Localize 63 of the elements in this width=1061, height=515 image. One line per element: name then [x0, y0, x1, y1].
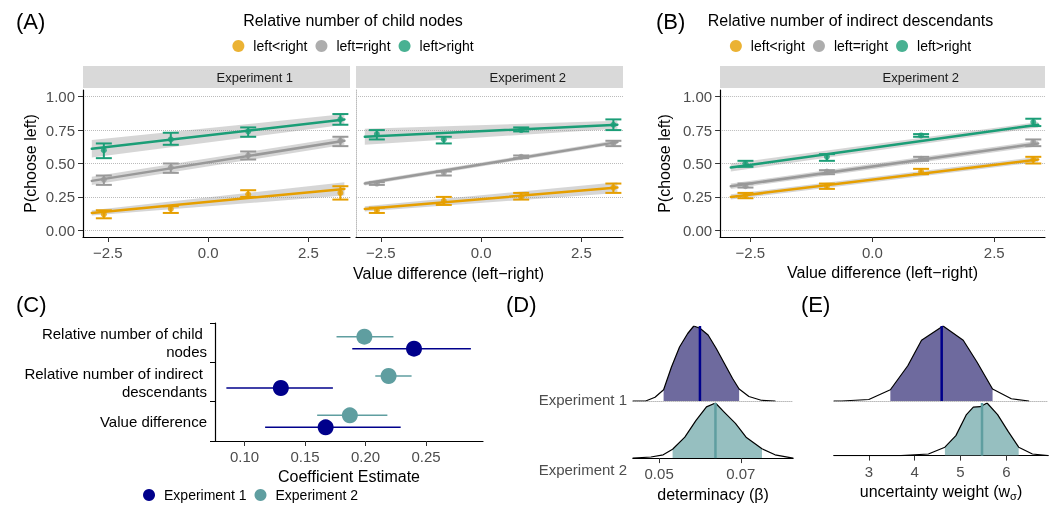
legend-title: Relative number of child nodes — [243, 11, 463, 29]
y-tick-label: 0.50 — [682, 155, 713, 172]
x-tick-label: −2.5 — [735, 244, 766, 261]
text: Experiment 1 — [538, 391, 627, 408]
y-tick-label: 0.00 — [682, 221, 713, 239]
legend-title: Relative number of indirect descendants — [707, 11, 994, 29]
x-tick-label: 5 — [956, 462, 965, 480]
text: (D) — [506, 291, 537, 317]
y-tick-label: Value difference — [99, 412, 207, 430]
x-tick-label: 4 — [910, 462, 919, 480]
y-tick-label: 1.00 — [45, 88, 75, 106]
x-tick-label: 0.0 — [470, 244, 492, 261]
text: (A) — [16, 8, 46, 34]
y-tick-label: 0.75 — [682, 121, 713, 139]
y-tick-label: Relative number of child nodes — [41, 325, 207, 361]
x-tick-label: 2.5 — [983, 244, 1005, 261]
y-tick-label: 0.25 — [45, 188, 75, 206]
x-tick-label: 0.15 — [290, 448, 320, 465]
chart-subtitle: Experiment 2 — [882, 70, 960, 85]
x-axis-title: Value difference (left−right) — [353, 264, 545, 282]
text: (E) — [801, 291, 831, 317]
text: Experiment 2 — [538, 461, 627, 478]
x-tick-label: 0.0 — [197, 244, 219, 261]
y-tick-label: 0.50 — [45, 155, 75, 172]
x-tick-label: 0.05 — [644, 465, 674, 483]
legend-label: Experiment 1 — [164, 487, 247, 503]
chart-subtitle: Experiment 1 — [216, 70, 294, 85]
legend-label: Experiment 2 — [275, 487, 359, 503]
point — [610, 121, 617, 128]
x-tick-label: 0.25 — [411, 448, 441, 465]
x-tick-label: −2.5 — [93, 244, 123, 261]
y-tick-label: 0.25 — [682, 188, 713, 206]
y-tick-label: Relative number of indirect descendants — [24, 364, 207, 400]
x-tick-label: 0.10 — [229, 448, 260, 465]
x-axis-title: determinacy (β) — [657, 485, 769, 503]
point — [100, 147, 107, 154]
point — [337, 137, 344, 144]
y-axis-title: P(choose left) — [655, 114, 673, 213]
x-axis-title: Coefficient Estimate — [278, 468, 421, 486]
x-tick-label: −2.5 — [366, 244, 396, 261]
x-tick-label: 0.07 — [726, 465, 756, 483]
x-tick-label: 2.5 — [570, 244, 592, 261]
y-tick-label: 1.00 — [682, 88, 713, 106]
legend-label: left<right — [750, 38, 806, 54]
legend-label: left=right — [833, 38, 889, 54]
x-axis-title: Value difference (left−right) — [787, 264, 979, 282]
x-tick-label: 0.0 — [861, 244, 883, 261]
text: (C) — [16, 291, 47, 317]
x-tick-label: 6 — [1002, 462, 1011, 480]
y-tick-label: 0.00 — [45, 221, 75, 239]
text: (B) — [656, 8, 686, 34]
y-axis-title: P(choose left) — [21, 114, 39, 213]
point — [337, 189, 344, 196]
legend-label: left=right — [336, 38, 391, 54]
legend-label: left<right — [253, 38, 308, 54]
chart-subtitle: Experiment 2 — [489, 70, 567, 85]
x-tick-label: 0.20 — [350, 448, 381, 465]
x-tick-label: 2.5 — [297, 244, 319, 261]
legend-label: left>right — [419, 38, 474, 54]
point — [167, 136, 174, 143]
y-tick-label: 0.75 — [45, 121, 75, 139]
legend-label: left>right — [917, 38, 972, 54]
x-tick-label: 3 — [864, 462, 873, 480]
